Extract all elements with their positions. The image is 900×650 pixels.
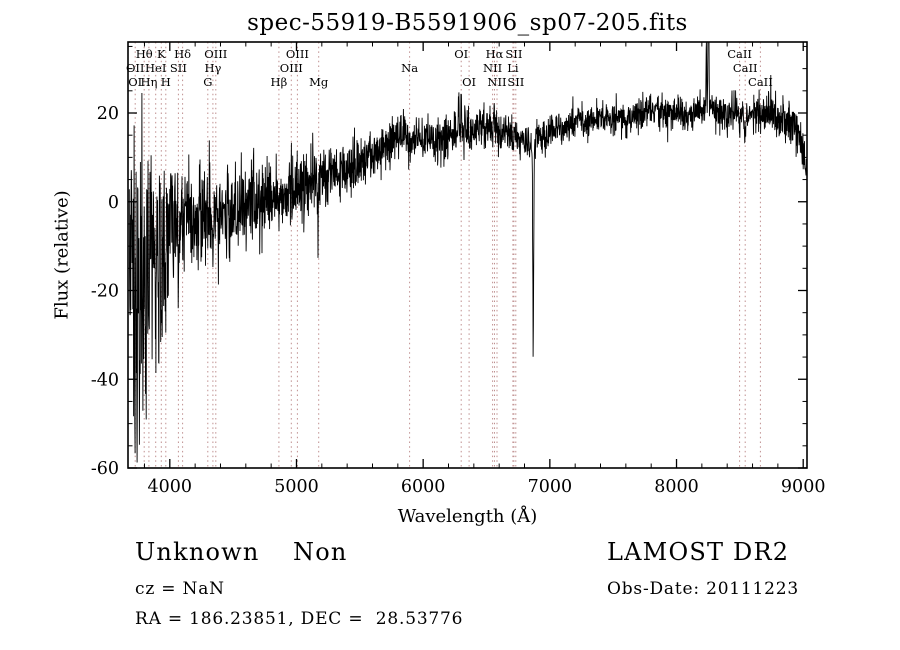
- spectral-line-label: CaII: [733, 61, 758, 75]
- spectral-line-label: OI: [128, 75, 142, 89]
- y-tick-label: 0: [108, 193, 119, 213]
- spectral-line-label: SII: [505, 47, 522, 61]
- spectral-line-label: OIII: [280, 61, 303, 75]
- spectral-line-label: K: [157, 47, 166, 61]
- spectral-line-label: OII: [126, 61, 145, 75]
- x-tick-label: 4000: [148, 477, 193, 497]
- spectral-line-label: Hγ: [204, 61, 221, 75]
- x-tick-label: 9000: [781, 477, 826, 497]
- spectral-line-label: CaII: [727, 47, 752, 61]
- spectral-line-label: Li: [507, 61, 519, 75]
- spectral-line-label: Hθ: [136, 47, 153, 61]
- spectral-line-label: Hβ: [271, 75, 288, 89]
- ra-dec-label: RA = 186.23851, DEC = 28.53776: [135, 609, 464, 629]
- spectral-line-label: H: [161, 75, 171, 89]
- spectral-line-label: Hη: [140, 75, 157, 89]
- spectral-line-label: OIII: [204, 47, 227, 61]
- survey-label: LAMOST DR2: [607, 538, 790, 566]
- y-tick-label: -40: [91, 370, 119, 390]
- spectral-line-label: SII: [507, 75, 524, 89]
- spectral-line-label: G: [203, 75, 212, 89]
- spectral-line-label: HeI: [145, 61, 166, 75]
- object-class-label: Unknown: [135, 538, 260, 566]
- object-subclass-label: Non: [293, 538, 348, 566]
- x-tick-label: 8000: [654, 477, 699, 497]
- x-tick-label: 7000: [528, 477, 573, 497]
- plot-frame: [127, 41, 808, 469]
- spectral-line-label: Mg: [309, 75, 329, 89]
- x-tick-label: 6000: [401, 477, 446, 497]
- spectrum-trace: [128, 42, 807, 463]
- y-tick-label: -20: [91, 282, 119, 302]
- cz-label: cz = NaN: [135, 579, 225, 599]
- x-axis-title: Wavelength (Å): [397, 506, 538, 527]
- y-axis-title: Flux (relative): [51, 190, 73, 320]
- x-tick-label: 5000: [274, 477, 319, 497]
- spectral-line-label: OIII: [286, 47, 309, 61]
- y-tick-label: 20: [97, 104, 119, 124]
- spectral-line-label: Hδ: [174, 47, 191, 61]
- y-tick-label: -60: [91, 459, 119, 479]
- spectral-line-label: NII: [487, 75, 506, 89]
- spectral-line-label: SII: [170, 61, 187, 75]
- spectral-line-label: CaII: [748, 75, 773, 89]
- obs-date-label: Obs-Date: 20111223: [607, 579, 800, 599]
- spectral-line-label: Hα: [486, 47, 504, 61]
- spectral-line-label: NII: [483, 61, 502, 75]
- spectral-line-label: Na: [401, 61, 418, 75]
- spectral-line-label: OI: [462, 75, 476, 89]
- plot-title: spec-55919-B5591906_sp07-205.fits: [247, 10, 688, 36]
- spectral-line-label: OI: [454, 47, 468, 61]
